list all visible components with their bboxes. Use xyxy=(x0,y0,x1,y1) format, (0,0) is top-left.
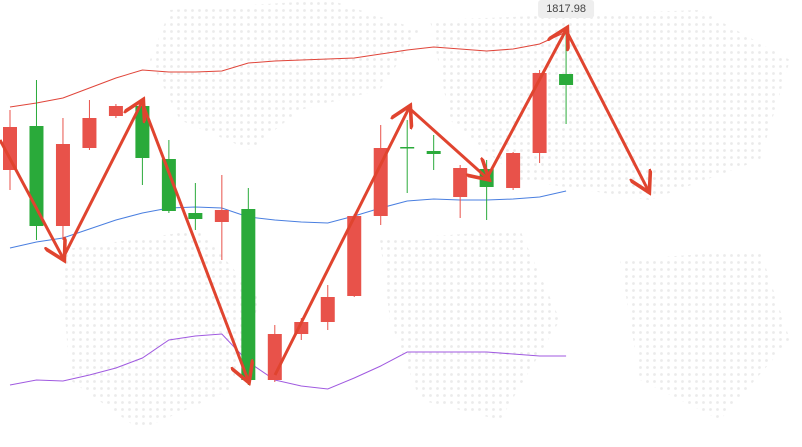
price-annotation: 1817.98 xyxy=(538,0,595,18)
plot-area xyxy=(3,30,574,390)
band-line xyxy=(9,31,567,108)
candle-body xyxy=(82,118,97,148)
background-map xyxy=(60,0,790,430)
candle-body xyxy=(55,144,70,226)
candle-body xyxy=(453,168,468,197)
candle-body xyxy=(108,106,123,116)
candle-body xyxy=(400,147,415,149)
candle-body xyxy=(320,297,335,322)
band-line xyxy=(9,333,567,390)
candle-body xyxy=(188,213,203,219)
annotation-label: 1817.98 xyxy=(546,3,586,15)
candle-body xyxy=(373,148,388,216)
candle-body xyxy=(426,151,441,154)
candle-body xyxy=(161,159,176,211)
annotation-box xyxy=(538,0,595,18)
candle-body xyxy=(559,74,574,85)
candle-body xyxy=(3,127,17,170)
candle-body xyxy=(532,73,547,153)
candle-body xyxy=(241,209,256,380)
candle-body xyxy=(214,210,229,222)
band-line xyxy=(9,190,567,249)
candle-body xyxy=(347,216,362,296)
candle-body xyxy=(506,153,521,188)
zigzag-annotation xyxy=(0,30,648,380)
